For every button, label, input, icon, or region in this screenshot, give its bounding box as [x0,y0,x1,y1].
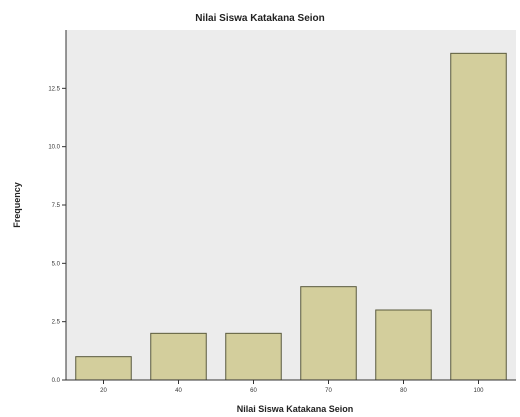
y-tick-label-3: 7.5 [52,203,61,209]
bars-group [75,52,507,381]
y-tick-label-2: 5.0 [52,261,61,267]
chart-title: Nilai Siswa Katakana Seion [195,13,325,24]
y-axis-label: Frequency [12,182,22,228]
x-tick-label-70: 70 [325,388,332,394]
x-ticks-group: 20 40 60 70 80 100 [100,380,484,394]
bar-60 [225,332,282,381]
plot-area [66,30,516,380]
bar-80 [375,309,432,381]
bar-40 [150,332,207,381]
x-tick-label-80: 80 [400,388,407,394]
x-axis-label: Nilai Siswa Katakana Seion [237,404,354,414]
x-tick-label-100: 100 [473,388,484,394]
bar-70 [300,286,357,381]
bar-100 [450,52,507,381]
y-tick-label-0: 0.0 [52,378,61,384]
y-ticks-group: 0.0 2.5 5.0 7.5 10.0 12.5 [48,86,66,384]
x-tick-label-60: 60 [250,388,257,394]
y-tick-label-5: 12.5 [48,86,60,92]
bar-20 [75,356,132,381]
y-tick-label-4: 10.0 [48,145,60,151]
x-tick-label-20: 20 [100,388,107,394]
x-tick-label-40: 40 [175,388,182,394]
y-tick-label-1: 2.5 [52,320,61,326]
